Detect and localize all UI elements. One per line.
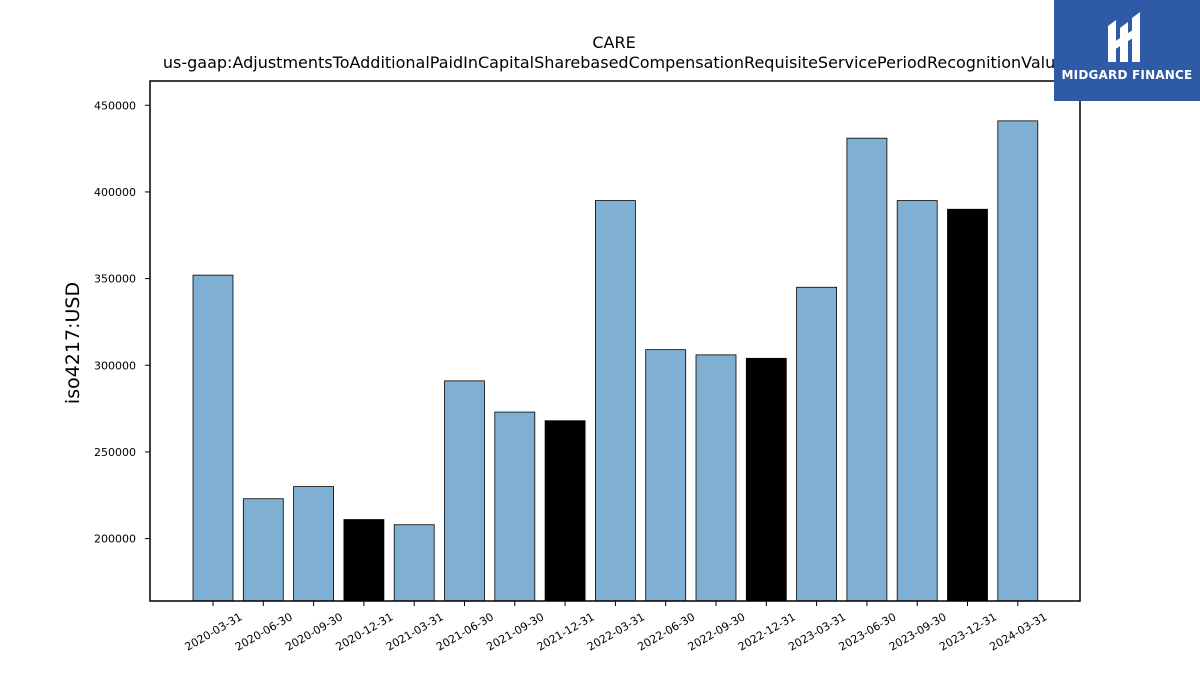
bar-2023-12-31 <box>947 208 988 602</box>
bar-2022-09-30 <box>695 354 737 602</box>
y-tick-label: 250000 <box>94 446 136 459</box>
y-axis-label: iso4217:USD <box>62 282 84 404</box>
bar-2021-09-30 <box>494 411 536 602</box>
bar-2020-09-30 <box>293 486 335 602</box>
bars-group <box>192 120 1039 602</box>
bar-2020-06-30 <box>242 498 284 602</box>
bar-2022-06-30 <box>645 349 687 602</box>
bar-2024-03-31 <box>997 120 1039 602</box>
plot-frame <box>149 80 1081 602</box>
y-tick-label: 350000 <box>94 273 136 286</box>
midgard-logo-icon <box>1108 12 1140 62</box>
bar-2023-06-30 <box>846 137 888 602</box>
y-tick-label: 200000 <box>94 533 136 546</box>
bar-2021-12-31 <box>544 420 586 602</box>
x-ticks-group: 2020-03-312020-06-302020-09-302020-12-31… <box>183 601 1049 654</box>
bar-2020-12-31 <box>343 519 385 602</box>
bar-2020-03-31 <box>192 274 234 602</box>
bar-2021-03-31 <box>393 524 435 602</box>
logo-text: MIDGARD FINANCE <box>1061 68 1193 82</box>
bar-2023-09-30 <box>896 200 938 602</box>
chart-title: CARE <box>592 33 635 52</box>
x-tick-label: 2024-03-31 <box>987 610 1049 653</box>
bar-2023-03-31 <box>796 286 837 602</box>
y-tick-label: 400000 <box>94 186 136 199</box>
y-ticks-group: 200000 250000 300000 350000 400000 450000 <box>94 99 150 546</box>
bar-2021-06-30 <box>444 380 485 602</box>
chart-subtitle: us-gaap:AdjustmentsToAdditionalPaidInCap… <box>163 53 1065 72</box>
y-tick-label: 450000 <box>94 99 136 112</box>
brand-logo: MIDGARD FINANCE <box>1054 0 1200 101</box>
y-tick-label: 300000 <box>94 359 136 372</box>
bar-2022-12-31 <box>745 357 787 602</box>
bar-2022-03-31 <box>595 200 636 602</box>
